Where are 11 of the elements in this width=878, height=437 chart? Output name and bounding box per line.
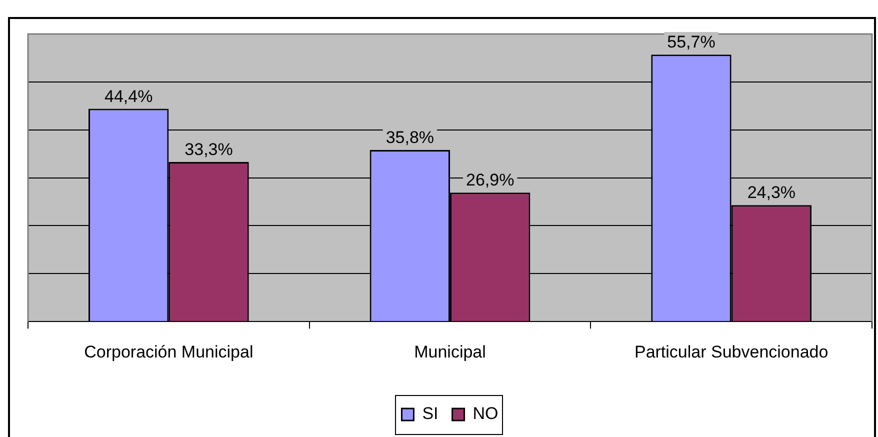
data-label: 24,3% xyxy=(747,183,796,202)
data-label: 55,7% xyxy=(667,32,716,52)
legend-label: SI xyxy=(422,404,438,424)
legend-label: NO xyxy=(472,404,498,424)
x-tick-label: Particular Subvencionado xyxy=(634,342,828,362)
data-label: 26,9% xyxy=(466,170,514,190)
x-tick-label: Municipal xyxy=(414,342,486,362)
x-tick-label: Corporación Municipal xyxy=(84,342,254,362)
data-label: 33,3% xyxy=(184,140,233,159)
data-label: 44,4% xyxy=(104,86,153,106)
data-label: 35,8% xyxy=(386,128,434,147)
